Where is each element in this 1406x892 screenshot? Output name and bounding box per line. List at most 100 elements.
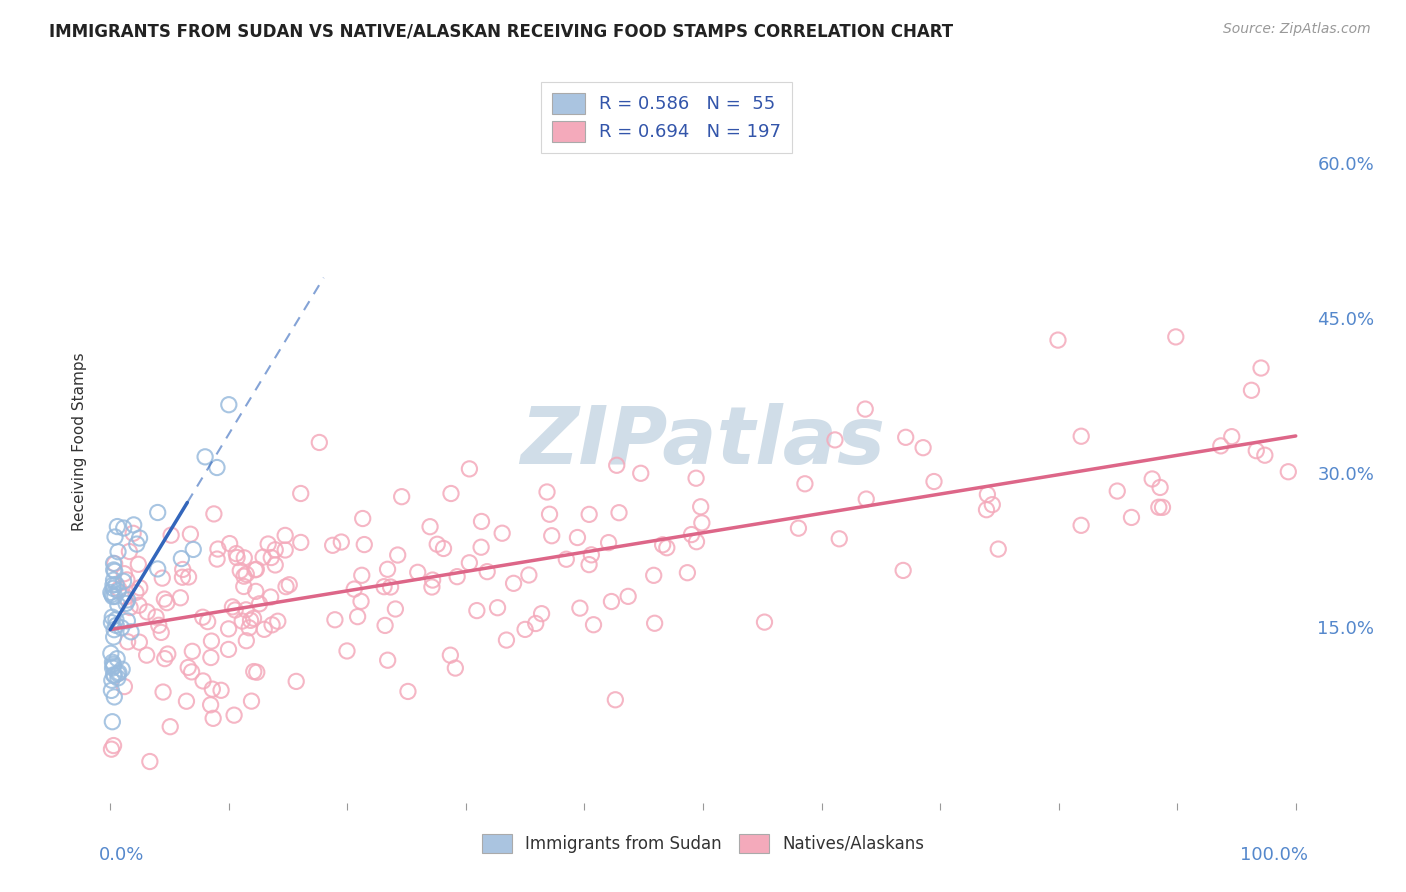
Point [1244, 443, 1267, 458]
Point [517, 568, 540, 582]
Point [191, 610, 214, 624]
Point [218, 642, 240, 657]
Point [419, 519, 441, 533]
Point [146, 562, 169, 576]
Point [1152, 500, 1174, 515]
Point [396, 684, 419, 698]
Point [676, 566, 699, 580]
Point [110, 621, 132, 635]
Point [201, 682, 224, 697]
Point [122, 526, 145, 541]
Point [177, 660, 200, 674]
Point [107, 584, 129, 599]
Point [222, 708, 245, 723]
Point [224, 603, 246, 617]
Point [105, 651, 128, 665]
Point [101, 714, 124, 729]
Point [257, 537, 280, 551]
Point [103, 659, 125, 673]
Point [181, 644, 204, 658]
Point [127, 558, 149, 572]
Point [1070, 429, 1092, 443]
Point [502, 576, 524, 591]
Point [249, 597, 271, 611]
Point [117, 635, 139, 649]
Point [101, 590, 124, 604]
Point [146, 506, 169, 520]
Point [391, 490, 413, 504]
Point [101, 588, 124, 602]
Text: 100.0%: 100.0% [1240, 847, 1308, 864]
Point [605, 693, 627, 707]
Point [239, 613, 262, 627]
Point [976, 487, 998, 501]
Point [582, 617, 605, 632]
Point [169, 591, 191, 605]
Point [200, 698, 222, 712]
Point [107, 671, 129, 685]
Point [530, 607, 553, 621]
Point [477, 565, 499, 579]
Point [607, 506, 630, 520]
Point [458, 556, 481, 570]
Point [103, 657, 125, 672]
Point [1164, 330, 1187, 344]
Point [100, 585, 122, 599]
Point [555, 552, 578, 566]
Point [976, 502, 998, 516]
Point [853, 402, 876, 417]
Point [136, 605, 159, 619]
Point [197, 615, 219, 629]
Point [112, 574, 135, 589]
Point [128, 531, 150, 545]
Point [420, 580, 443, 594]
Point [1140, 472, 1163, 486]
Point [1220, 430, 1243, 444]
Point [350, 594, 373, 608]
Point [432, 541, 454, 556]
Point [290, 535, 312, 549]
Point [235, 603, 257, 617]
Point [176, 694, 198, 708]
Point [152, 685, 174, 699]
Point [598, 535, 620, 549]
Point [439, 648, 461, 663]
Point [200, 634, 222, 648]
Point [267, 614, 290, 628]
Point [377, 562, 399, 576]
Point [225, 547, 247, 561]
Point [103, 563, 125, 577]
Point [262, 617, 284, 632]
Point [290, 486, 312, 500]
Point [274, 528, 297, 542]
Point [107, 598, 129, 612]
Point [536, 485, 558, 500]
Point [179, 527, 201, 541]
Point [987, 542, 1010, 557]
Point [1240, 384, 1263, 398]
Point [120, 600, 142, 615]
Point [153, 592, 176, 607]
Point [128, 635, 150, 649]
Point [104, 530, 127, 544]
Point [495, 633, 517, 648]
Point [246, 665, 269, 680]
Point [458, 462, 481, 476]
Point [912, 441, 935, 455]
Point [103, 739, 125, 753]
Point [600, 594, 623, 608]
Point [578, 508, 600, 522]
Point [373, 580, 395, 594]
Point [828, 532, 851, 546]
Point [202, 711, 225, 725]
Point [578, 558, 600, 572]
Point [465, 604, 488, 618]
Point [343, 582, 366, 596]
Point [252, 550, 274, 565]
Point [446, 569, 468, 583]
Point [170, 551, 193, 566]
Legend: Immigrants from Sudan, Natives/Alaskans: Immigrants from Sudan, Natives/Alaskans [475, 827, 931, 860]
Point [643, 568, 665, 582]
Point [278, 578, 301, 592]
Point [243, 563, 266, 577]
